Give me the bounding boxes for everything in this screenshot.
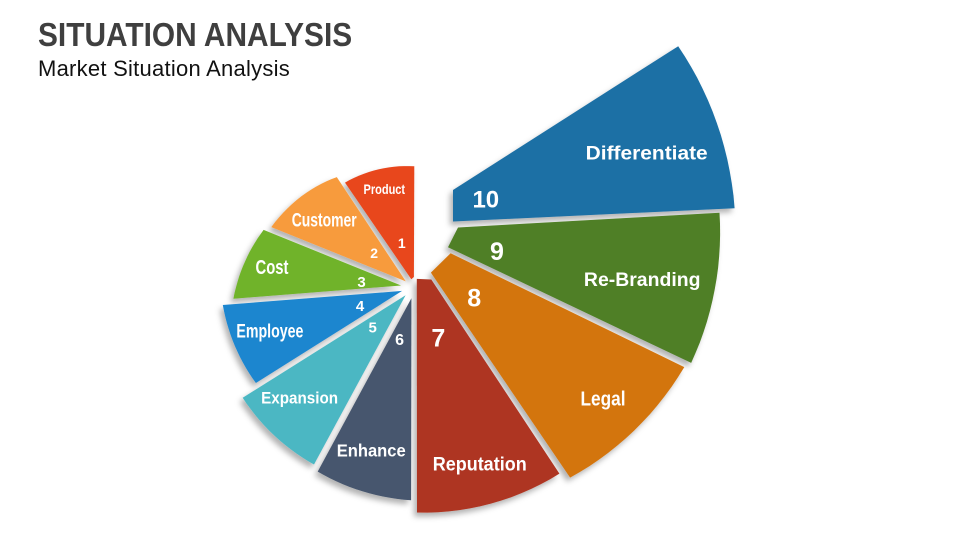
svg-text:7: 7 [431,325,445,353]
svg-text:Customer: Customer [292,211,357,232]
svg-text:6: 6 [395,332,404,349]
svg-text:3: 3 [357,274,365,291]
svg-text:Re-Branding: Re-Branding [584,270,701,291]
svg-text:9: 9 [490,238,504,266]
svg-text:Expansion: Expansion [261,389,338,408]
svg-text:Reputation: Reputation [433,454,527,476]
svg-text:Employee: Employee [236,321,303,342]
svg-text:Enhance: Enhance [337,441,406,461]
svg-text:5: 5 [369,320,377,337]
svg-text:Product: Product [364,181,406,197]
svg-text:8: 8 [467,285,481,313]
svg-text:4: 4 [356,298,365,315]
svg-text:2: 2 [370,245,378,261]
svg-text:1: 1 [398,235,406,251]
svg-text:Legal: Legal [581,389,626,411]
svg-text:Differentiate: Differentiate [586,143,708,164]
svg-text:10: 10 [472,186,499,213]
svg-text:Cost: Cost [256,257,289,279]
